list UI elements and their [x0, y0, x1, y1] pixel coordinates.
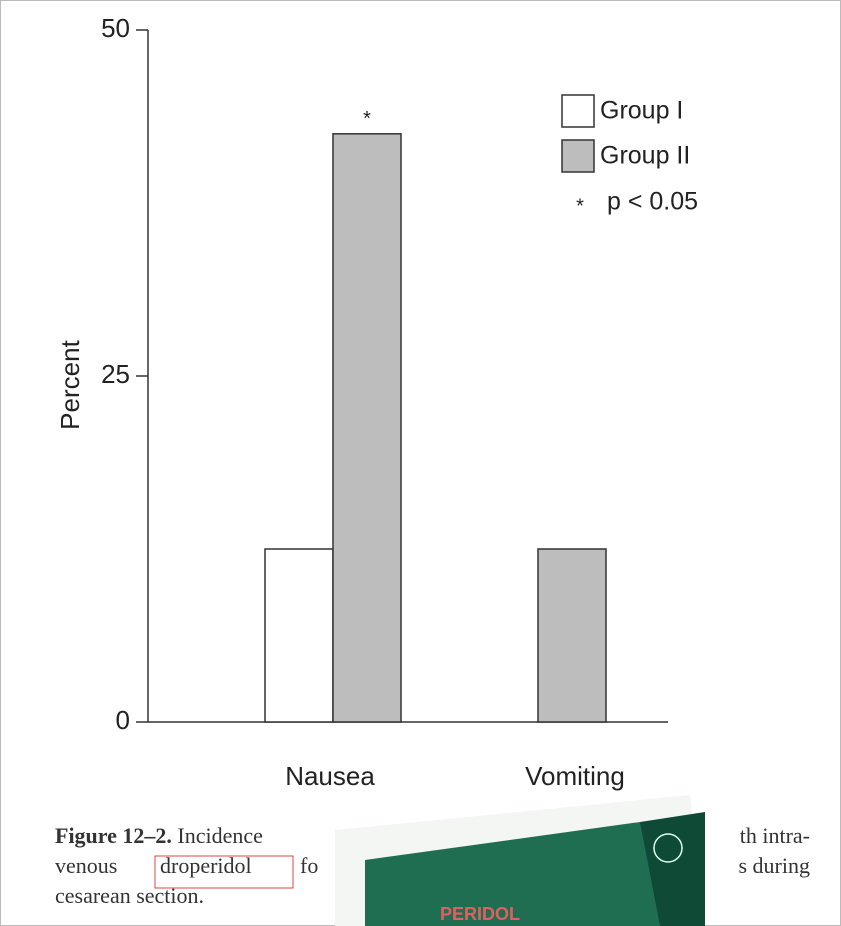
caption-line: Figure 12–2. Incidence — [55, 823, 263, 848]
y-axis-label: Percent — [55, 339, 85, 429]
caption-text: venous — [55, 853, 117, 878]
y-tick-label: 50 — [101, 13, 130, 43]
x-tick-label: Vomiting — [525, 761, 625, 791]
significance-mark: * — [363, 108, 371, 130]
legend-label: Group I — [600, 97, 683, 125]
legend-mark: * — [576, 195, 584, 217]
frame — [1, 1, 841, 926]
page: {"chart_data": {"type": "bar", "y_label"… — [0, 0, 841, 926]
caption-text: th intra- — [740, 823, 810, 848]
legend-swatch — [562, 95, 594, 127]
screenshot: Percent 0 25 50 Nausea * Vomiting Group I Group… — [0, 0, 841, 926]
legend-label: Group II — [600, 142, 690, 170]
y-tick-label: 0 — [116, 705, 130, 735]
y-tick-label: 25 — [101, 359, 130, 389]
bar — [538, 549, 606, 722]
caption-label: Figure 12–2. — [55, 823, 172, 848]
caption-text: droperidol — [160, 853, 252, 878]
legend-note: p < 0.05 — [607, 188, 698, 216]
bar — [265, 549, 333, 722]
bar — [333, 134, 401, 722]
legend-swatch — [562, 140, 594, 172]
x-tick-label: Nausea — [285, 761, 375, 791]
caption-text: cesarean section. — [55, 883, 204, 908]
caption-text: Incidence — [177, 823, 263, 848]
caption-text: s during — [739, 853, 811, 878]
box-text: PERIDOL — [440, 904, 520, 924]
caption-text: fo — [300, 853, 318, 878]
